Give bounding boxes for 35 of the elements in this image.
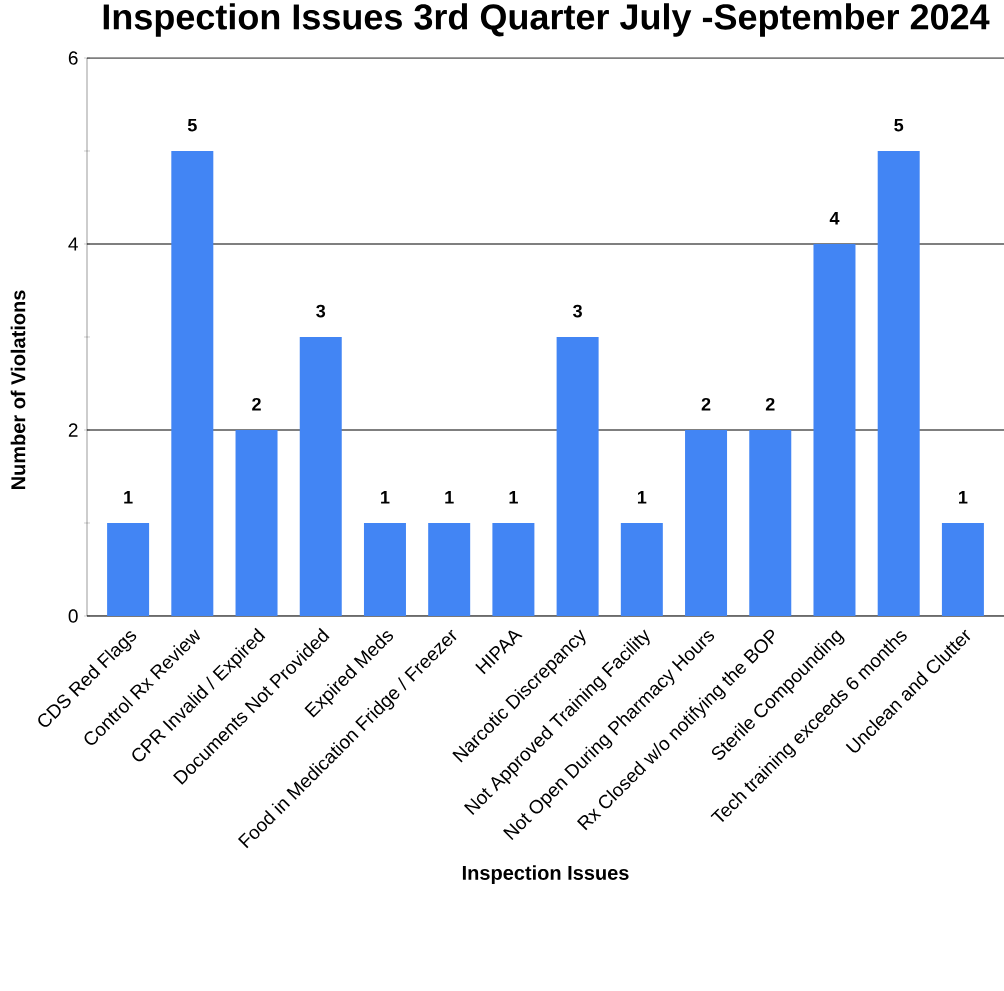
bar bbox=[492, 523, 535, 616]
bar bbox=[363, 523, 406, 616]
bar bbox=[235, 430, 278, 616]
x-axis-title: Inspection Issues bbox=[462, 865, 629, 884]
bar bbox=[620, 523, 663, 616]
bar bbox=[428, 523, 471, 616]
bar bbox=[685, 430, 728, 616]
bar bbox=[877, 151, 920, 616]
data-label: 1 bbox=[509, 491, 518, 504]
y-tick-label: 4 bbox=[68, 237, 78, 251]
data-label: 1 bbox=[381, 491, 390, 504]
bar bbox=[299, 337, 342, 616]
y-axis-title: Number of Violations bbox=[10, 290, 26, 490]
data-label: 2 bbox=[252, 397, 261, 411]
data-label: 1 bbox=[637, 491, 647, 504]
bar bbox=[749, 430, 792, 616]
bar bbox=[171, 151, 214, 616]
data-label: 4 bbox=[829, 212, 840, 225]
data-label: 2 bbox=[701, 397, 711, 411]
data-label: 2 bbox=[765, 397, 775, 411]
y-tick-label: 6 bbox=[68, 51, 78, 65]
data-label: 1 bbox=[124, 491, 133, 504]
data-label: 5 bbox=[187, 118, 197, 132]
bar bbox=[941, 523, 984, 616]
bar bbox=[107, 523, 150, 616]
data-label: 3 bbox=[316, 304, 326, 318]
chart-title: Inspection Issues 3rd Quarter July -September 2024 bbox=[103, 3, 990, 37]
data-label: 5 bbox=[894, 118, 904, 132]
y-tick-label: 0 bbox=[68, 609, 78, 623]
bar bbox=[556, 337, 599, 616]
data-label: 3 bbox=[573, 304, 582, 318]
bar bbox=[813, 244, 856, 616]
data-label: 1 bbox=[959, 491, 968, 504]
y-tick-label: 2 bbox=[68, 423, 78, 437]
data-label: 1 bbox=[445, 491, 454, 504]
